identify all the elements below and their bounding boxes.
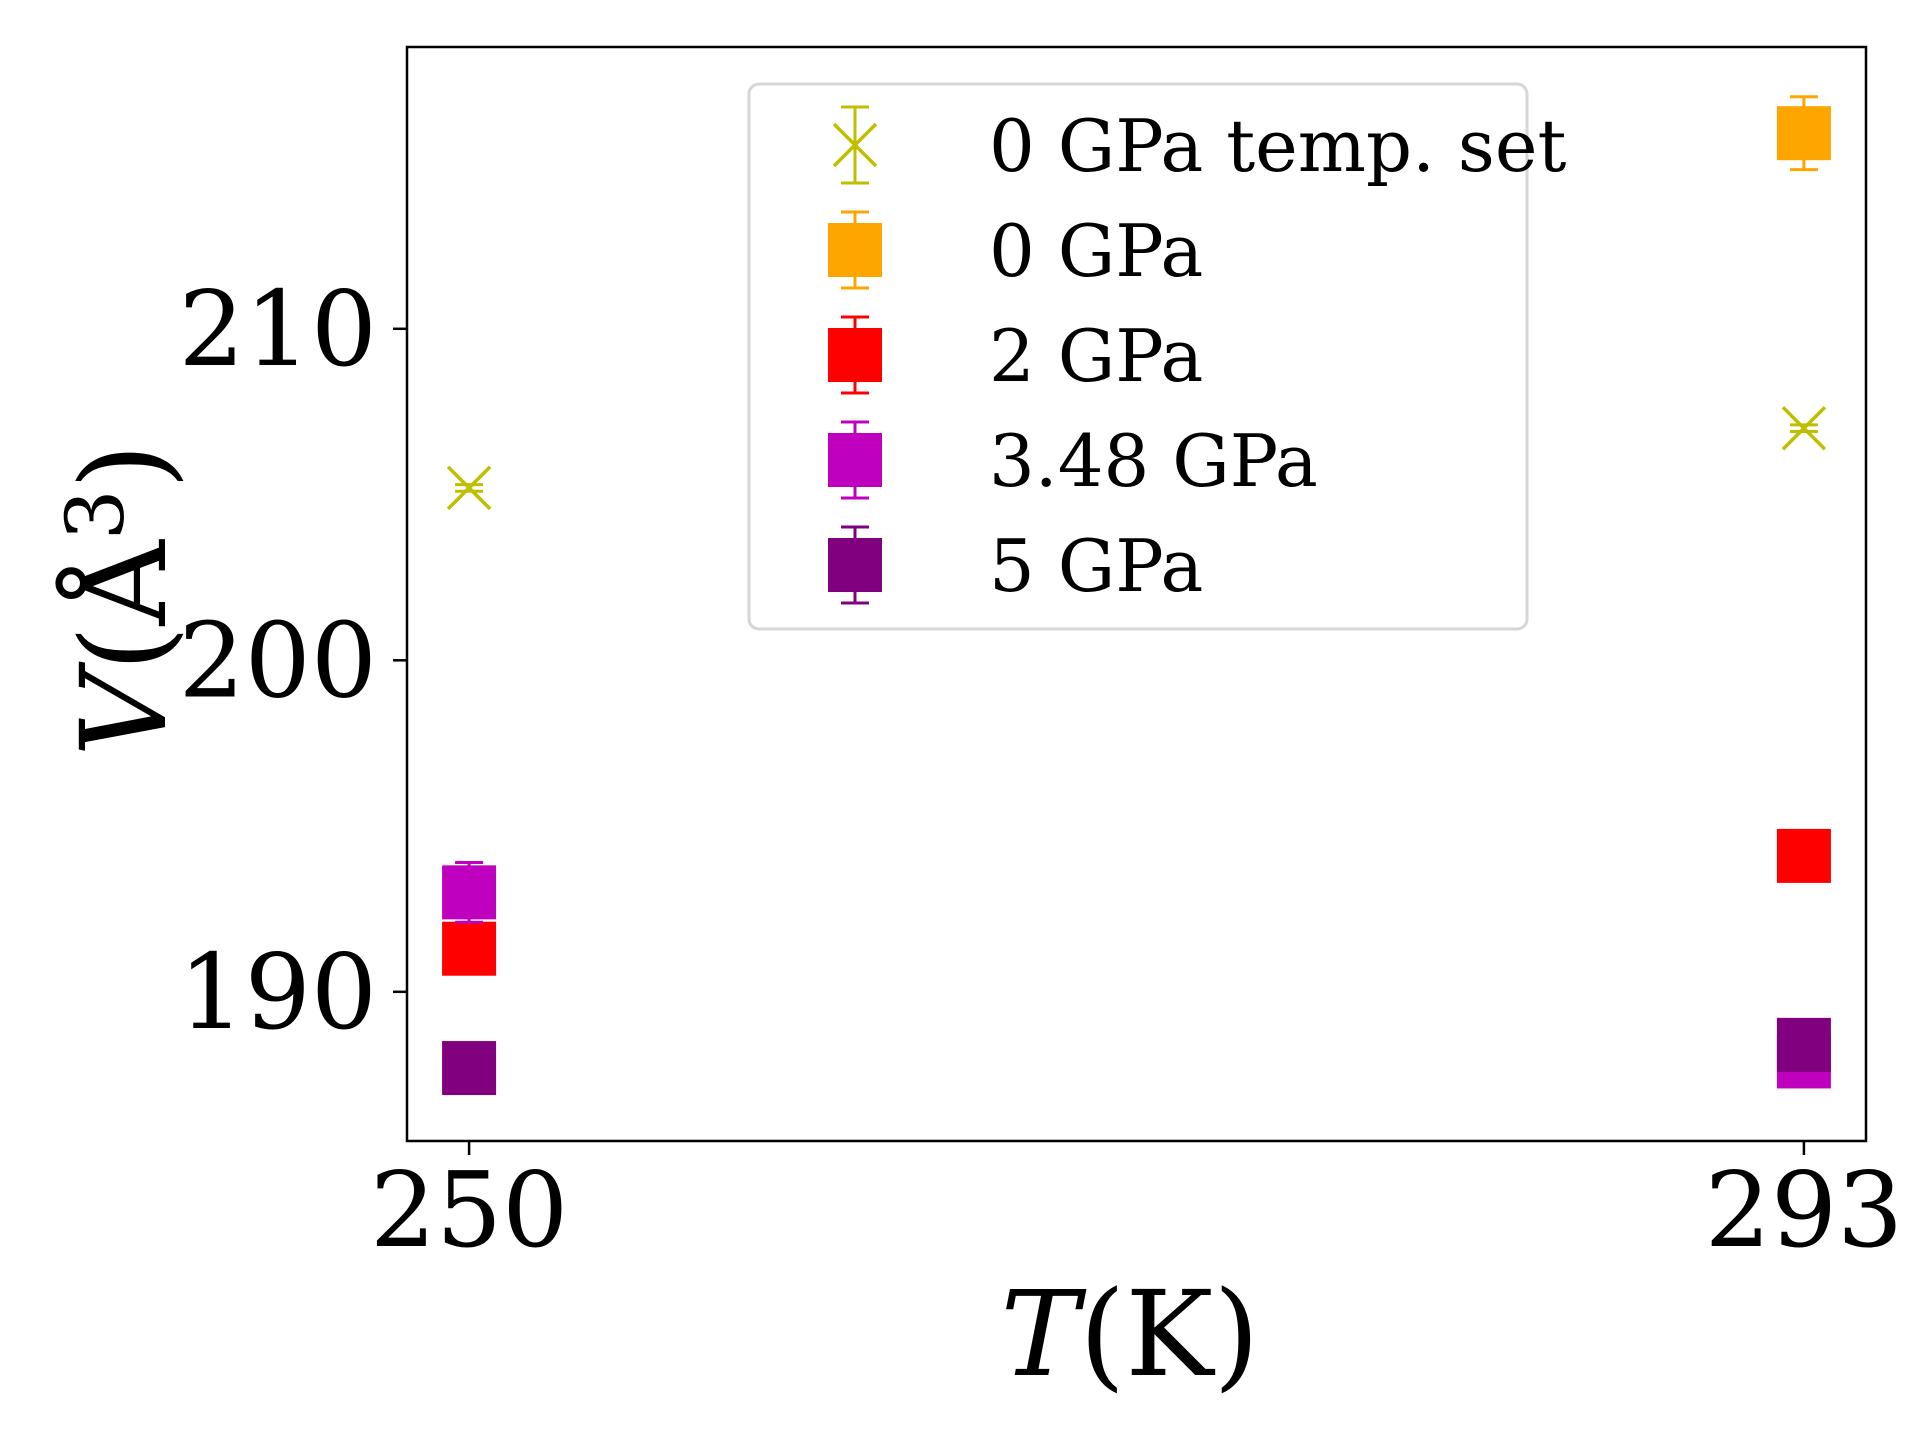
y-axis-label-exp: 3 (49, 489, 142, 540)
x-tick-label: 250 (370, 1149, 569, 1271)
legend-label: 2 GPa (989, 314, 1203, 398)
series-0-gpa (1776, 95, 1831, 172)
data-point (1776, 828, 1831, 883)
marker-stroke (1781, 406, 1827, 451)
y-tick-label: 190 (178, 931, 377, 1053)
data-point (1781, 406, 1827, 451)
data-point (1776, 1017, 1831, 1072)
x-axis-label-unit: (K) (1079, 1265, 1259, 1403)
legend-entry: 5 GPa (828, 524, 1203, 608)
legend-entry: 0 GPa (828, 209, 1203, 293)
legend-label: 3.48 GPa (989, 419, 1318, 503)
series-3-48-gpa (442, 861, 1831, 1089)
legend-marker (828, 538, 882, 592)
legend-marker (828, 433, 882, 487)
data-point (442, 1041, 497, 1096)
legend-marker (832, 122, 878, 168)
y-tick-label: 200 (178, 599, 377, 721)
data-point (442, 921, 497, 976)
marker-stroke (446, 465, 492, 511)
x-axis-label-var: T (1001, 1265, 1087, 1403)
legend-marker (828, 328, 882, 382)
data-point (1776, 106, 1831, 161)
marker-stroke (832, 122, 878, 168)
series-0-gpa-temp-set (446, 406, 1827, 511)
y-tick-label: 210 (178, 268, 377, 390)
x-tick-label: 293 (1705, 1149, 1904, 1271)
legend-entry: 2 GPa (828, 314, 1203, 398)
data-point (446, 465, 492, 511)
data-point (442, 865, 497, 920)
y-axis-label-unit: (Å (55, 538, 193, 671)
series-2-gpa (442, 828, 1831, 976)
plot-frame (405, 45, 1868, 1143)
y-axis-label-var: V (55, 661, 193, 757)
y-axis-label-close: ) (55, 443, 193, 489)
legend-box (747, 82, 1529, 631)
y-axis-label: V(Å3) (49, 443, 193, 756)
legend-label: 0 GPa (989, 209, 1203, 293)
legend-entry: 0 GPa temp. set (832, 104, 1566, 188)
legend-entry: 3.48 GPa (828, 419, 1318, 503)
legend-marker (828, 223, 882, 277)
legend-label: 0 GPa temp. set (989, 104, 1566, 188)
legend-label: 5 GPa (989, 524, 1203, 608)
series-5-gpa (442, 1017, 1831, 1096)
x-axis-label: T(K) (1001, 1265, 1260, 1403)
